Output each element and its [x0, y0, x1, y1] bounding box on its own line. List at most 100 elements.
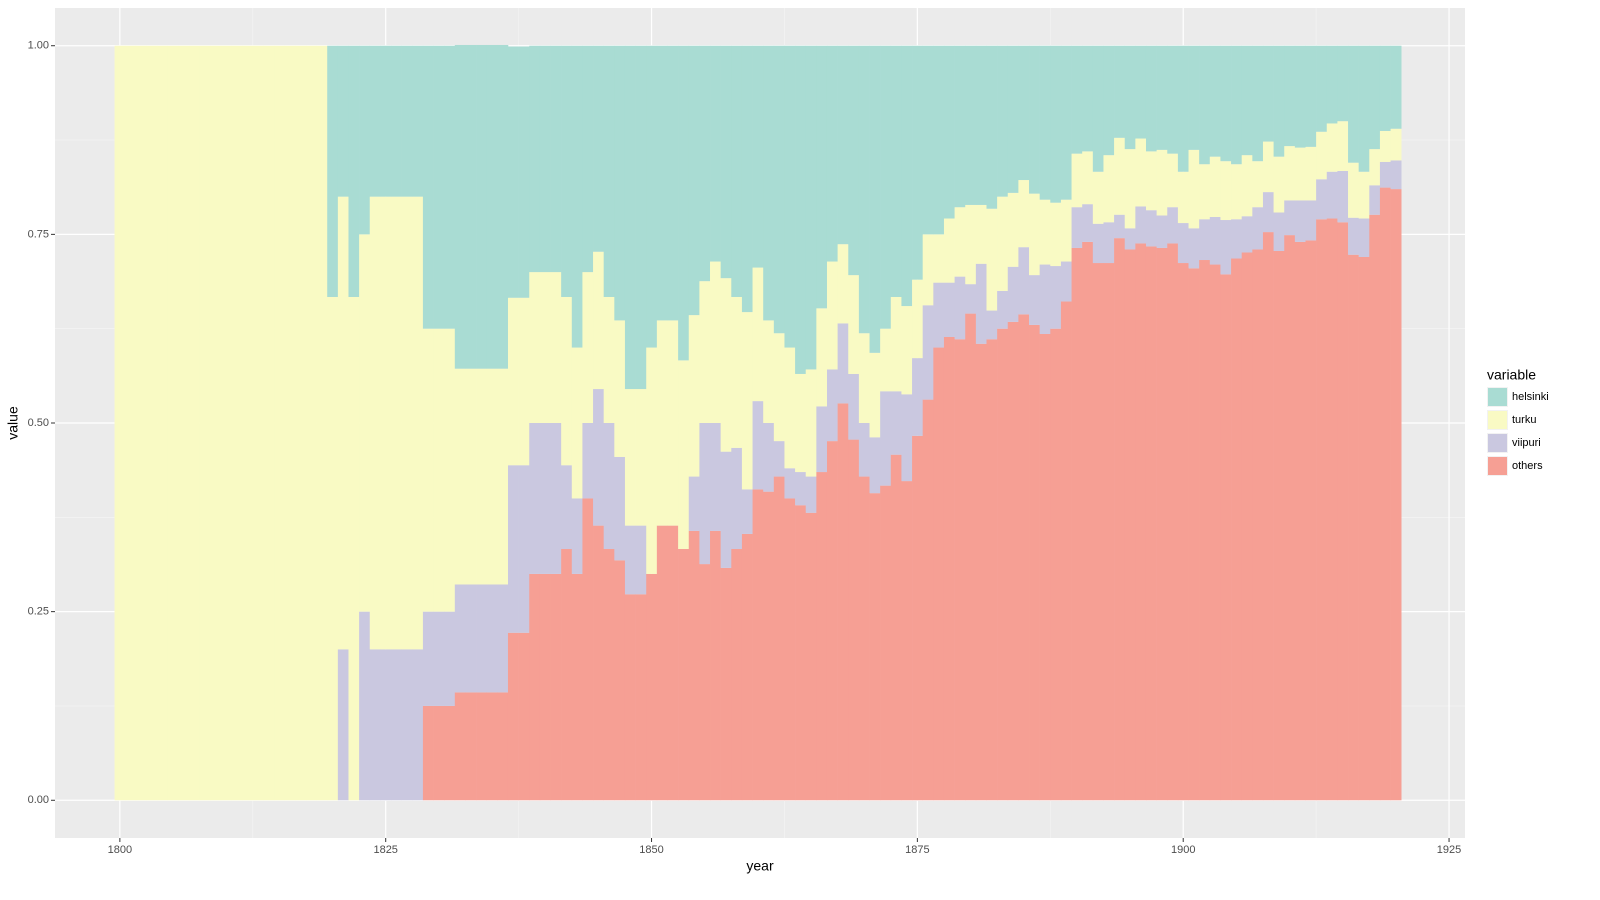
bar-segment	[444, 705, 456, 801]
bar-segment	[1231, 258, 1242, 801]
bar-segment	[795, 472, 807, 506]
bar-segment	[1262, 141, 1274, 193]
bar-segment	[646, 573, 658, 801]
bar-segment	[784, 45, 796, 348]
bar-segment	[316, 45, 328, 801]
bar-segment	[848, 439, 860, 801]
bar-segment	[582, 45, 594, 273]
bar-segment	[731, 447, 743, 550]
bar-segment	[837, 244, 849, 324]
bar-segment	[476, 584, 488, 693]
bar-segment	[763, 320, 775, 423]
bar-segment	[433, 45, 445, 329]
bar-segment	[1029, 45, 1040, 194]
bar-segment	[1188, 149, 1200, 229]
bar-segment	[614, 560, 626, 801]
bar-segment	[1007, 192, 1019, 267]
bar-segment	[997, 290, 1009, 329]
bar-segment	[805, 369, 817, 477]
bar-segment	[497, 584, 509, 693]
bar-segment	[1135, 45, 1147, 139]
bar-segment	[731, 549, 743, 801]
bar-segment	[167, 45, 179, 801]
bar-segment	[1050, 202, 1062, 267]
bar-segment	[1305, 200, 1317, 241]
bar-segment	[1177, 263, 1189, 801]
bar-segment	[624, 525, 636, 595]
bar-segment	[1156, 247, 1168, 801]
bar-segment	[476, 368, 488, 585]
bar-segment	[912, 279, 923, 359]
bar-segment	[327, 45, 339, 297]
bar-segment	[1316, 45, 1328, 132]
bar-segment	[1029, 324, 1040, 801]
bar-segment	[529, 45, 541, 273]
bar-segment	[975, 263, 987, 344]
bar-segment	[1316, 219, 1328, 801]
bar-segment	[1220, 220, 1232, 275]
bar-segment	[954, 276, 966, 340]
bar-segment	[465, 368, 477, 585]
bar-segment	[242, 45, 254, 801]
bar-segment	[975, 204, 987, 264]
bar-segment	[1326, 45, 1338, 124]
bar-segment	[975, 45, 987, 205]
bar-segment	[688, 476, 700, 531]
x-tick-label: 1850	[639, 844, 663, 856]
bar-segment	[507, 46, 519, 298]
bar-segment	[274, 45, 285, 801]
bar-segment	[1294, 147, 1306, 201]
bar-segment	[699, 564, 711, 801]
bar-segment	[1156, 215, 1168, 248]
bar-segment	[1220, 45, 1232, 162]
bar-segment	[826, 369, 838, 442]
bar-segment	[1241, 252, 1253, 801]
bar-segment	[646, 45, 658, 348]
bar-segment	[348, 45, 360, 297]
bar-segment	[486, 368, 498, 585]
bar-segment	[635, 389, 647, 526]
bar-segment	[869, 493, 881, 801]
bar-segment	[1252, 45, 1264, 162]
bar-segment	[1348, 254, 1359, 801]
bar-segment	[614, 45, 626, 321]
bar-segment	[1209, 217, 1221, 265]
bar-segment	[444, 328, 456, 612]
bar-segment	[667, 525, 679, 801]
bar-segment	[1007, 45, 1019, 193]
bar-segment	[890, 391, 902, 455]
bar-segment	[699, 45, 711, 282]
bar-segment	[497, 368, 509, 585]
bar-segment	[848, 373, 860, 440]
bar-segment	[1284, 200, 1296, 236]
bar-segment	[1188, 45, 1200, 150]
bar-segment	[1177, 45, 1189, 172]
bar-segment	[1390, 45, 1402, 129]
bar-segment	[1018, 45, 1030, 181]
bar-segment	[678, 360, 690, 550]
bar-segment	[1262, 45, 1274, 142]
bar-segment	[752, 401, 764, 490]
bar-segment	[1305, 146, 1317, 201]
bar-segment	[1029, 193, 1040, 276]
bar-segment	[614, 456, 626, 561]
bar-segment	[710, 423, 721, 531]
bar-segment	[901, 481, 913, 801]
bar-segment	[826, 441, 838, 801]
bar-segment	[1348, 162, 1359, 218]
bar-segment	[380, 196, 392, 650]
bar-segment	[1124, 249, 1136, 801]
bar-segment	[1029, 275, 1040, 325]
bar-segment	[656, 320, 668, 526]
bar-segment	[1018, 314, 1030, 801]
bar-segment	[869, 437, 881, 494]
bar-segment	[1060, 45, 1072, 200]
bar-segment	[1231, 219, 1242, 259]
bar-segment	[1092, 45, 1104, 172]
bar-segment	[507, 465, 519, 633]
bar-segment	[1379, 161, 1391, 188]
bar-segment	[965, 284, 977, 314]
bar-segment	[1348, 217, 1359, 255]
bar-segment	[1007, 321, 1019, 801]
bar-segment	[678, 45, 690, 361]
